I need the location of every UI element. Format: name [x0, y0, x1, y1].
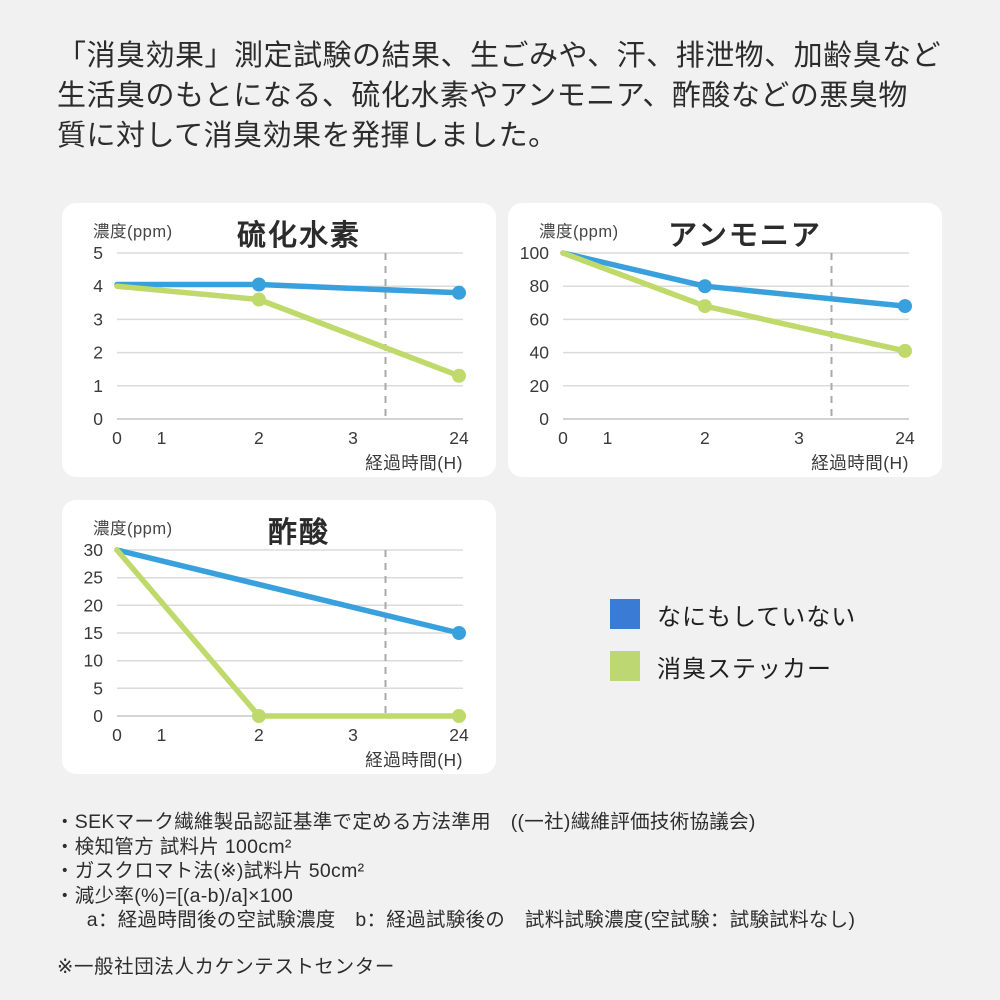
- svg-text:20: 20: [530, 376, 550, 396]
- chart-card-ammonia: 濃度(ppm) アンモニア 0 20 40 60 80 100 0 1 2 3 24 経過時間(H): [508, 203, 942, 477]
- svg-text:3: 3: [348, 725, 358, 745]
- svg-text:30: 30: [84, 540, 104, 560]
- svg-text:100: 100: [520, 243, 549, 263]
- svg-text:25: 25: [84, 568, 103, 588]
- intro-line-1: 「消臭効果」測定試験の結果、生ごみや、汗、排泄物、加齢臭など: [57, 40, 942, 72]
- svg-text:0: 0: [539, 409, 549, 429]
- chart-title-hydrogen-sulfide: 硫化水素: [236, 220, 361, 252]
- svg-text:24: 24: [449, 725, 469, 745]
- footnote-line-4: ・減少率(%)=[(a-b)/a]×100: [55, 884, 294, 907]
- svg-text:5: 5: [93, 243, 103, 263]
- svg-text:経過時間(H): 経過時間(H): [811, 453, 909, 473]
- svg-text:3: 3: [93, 309, 103, 329]
- line-chart-acetic-acid: 0 5 10 15 20 25 30 0 1 2 3 24 経過時間(H): [84, 540, 469, 770]
- svg-text:24: 24: [895, 428, 915, 448]
- svg-text:0: 0: [112, 428, 122, 448]
- svg-text:2: 2: [254, 428, 264, 448]
- footnote-line-3: ・ガスクロマト法(※)試料片 50cm²: [55, 860, 365, 882]
- svg-text:3: 3: [794, 428, 804, 448]
- svg-text:24: 24: [449, 428, 469, 448]
- y-axis-unit-label: 濃度(ppm): [93, 223, 173, 241]
- svg-text:40: 40: [530, 343, 550, 363]
- svg-text:1: 1: [603, 428, 613, 448]
- svg-text:0: 0: [93, 409, 103, 429]
- y-axis-unit-label: 濃度(ppm): [539, 223, 619, 241]
- test-center-source-note: ※一般社団法人カケンテストセンター: [57, 956, 395, 978]
- legend-swatch-blue: [610, 599, 640, 629]
- intro-line-2: 生活臭のもとになる、硫化水素やアンモニア、酢酸などの悪臭物: [57, 80, 908, 112]
- legend-item-sticker: 消臭ステッカー: [610, 651, 856, 683]
- footnote-line-2: ・検知管方 試料片 100cm²: [55, 835, 292, 858]
- svg-text:3: 3: [348, 428, 358, 448]
- svg-text:2: 2: [93, 343, 103, 363]
- chart-title-acetic-acid: 酢酸: [267, 517, 330, 549]
- svg-text:経過時間(H): 経過時間(H): [365, 453, 463, 473]
- chart-card-acetic-acid: 濃度(ppm) 酢酸 0 5 10 15 20 25 30 0 1 2 3 24 経過時間(H): [62, 500, 496, 774]
- line-chart-ammonia: 0 20 40 60 80 100 0 1 2 3 24 経過時間(H): [520, 243, 915, 473]
- legend-swatch-green: [610, 651, 640, 681]
- svg-text:0: 0: [112, 725, 122, 745]
- line-chart-hydrogen-sulfide: 0 1 2 3 4 5 0 1 2 3 24 経過時間(H): [93, 243, 469, 473]
- svg-text:0: 0: [93, 706, 103, 726]
- svg-text:80: 80: [530, 276, 550, 296]
- intro-line-3: 質に対して消臭効果を発揮しました。: [57, 120, 558, 152]
- svg-text:1: 1: [157, 428, 167, 448]
- chart-title-ammonia: アンモニア: [668, 220, 822, 252]
- svg-text:2: 2: [700, 428, 710, 448]
- footnote-line-5: a：経過時間後の空試験濃度 b：経過試験後の 試料試験濃度(空試験：試験試料なし…: [67, 909, 856, 931]
- footnotes: ・SEKマーク繊維製品認証基準で定める方法準用 ((一社)繊維評価技術協議会) …: [55, 810, 855, 933]
- chart-card-hydrogen-sulfide: 濃度(ppm) 硫化水素 0 1 2 3 4 5 0 1 2 3 24 経過時間(H): [62, 203, 496, 477]
- legend-label-untreated: なにもしていない: [657, 603, 857, 631]
- svg-text:4: 4: [93, 276, 103, 296]
- footnote-line-1: ・SEKマーク繊維製品認証基準で定める方法準用 ((一社)繊維評価技術協議会): [55, 811, 756, 833]
- intro-paragraph: 「消臭効果」測定試験の結果、生ごみや、汗、排泄物、加齢臭など 生活臭のもとになる…: [57, 36, 941, 156]
- svg-text:1: 1: [157, 725, 167, 745]
- y-axis-unit-label: 濃度(ppm): [93, 520, 173, 538]
- legend: なにもしていない 消臭ステッカー: [610, 599, 856, 703]
- svg-text:20: 20: [84, 595, 104, 615]
- svg-text:1: 1: [93, 376, 103, 396]
- svg-text:2: 2: [254, 725, 264, 745]
- legend-label-sticker: 消臭ステッカー: [657, 655, 832, 683]
- svg-text:経過時間(H): 経過時間(H): [365, 750, 463, 770]
- svg-text:15: 15: [84, 623, 103, 643]
- svg-text:0: 0: [558, 428, 568, 448]
- svg-text:60: 60: [530, 309, 550, 329]
- svg-text:5: 5: [93, 678, 103, 698]
- svg-text:10: 10: [84, 651, 104, 671]
- legend-item-untreated: なにもしていない: [610, 599, 857, 631]
